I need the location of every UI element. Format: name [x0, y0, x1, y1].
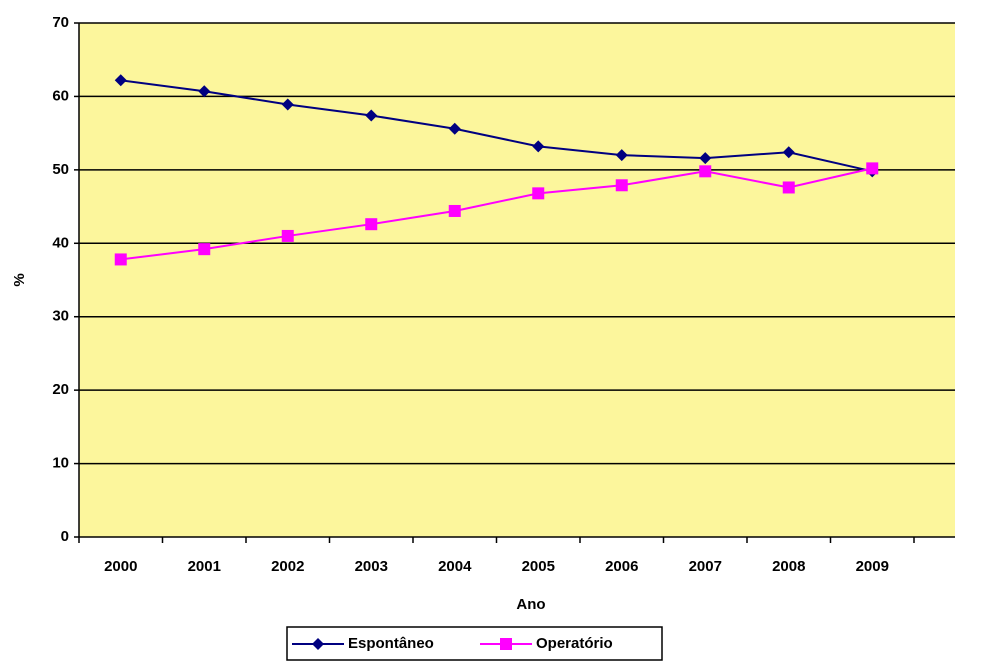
x-tick-label: 2004	[438, 558, 472, 575]
point	[448, 204, 461, 217]
x-tick-label: 2008	[772, 558, 805, 575]
x-tick-label: 2009	[856, 558, 889, 575]
x-axis-title: Ano	[516, 596, 545, 613]
point	[448, 122, 461, 135]
series-line	[120, 79, 873, 173]
point	[782, 146, 795, 159]
point	[615, 149, 628, 162]
x-tick-label: 2003	[355, 558, 388, 575]
y-tick-label: 30	[52, 308, 69, 325]
x-tick-label: 2000	[104, 558, 137, 575]
point	[866, 162, 879, 175]
y-tick-label: 0	[61, 528, 69, 545]
y-tick-label: 20	[52, 381, 69, 398]
y-tick-label: 40	[52, 234, 69, 251]
point	[281, 98, 294, 111]
x-tick-label: 2001	[188, 558, 221, 575]
point	[114, 74, 127, 87]
y-axis-title: %	[11, 273, 28, 286]
point	[500, 638, 512, 650]
legend-label: Operatório	[536, 635, 613, 652]
point	[782, 181, 795, 194]
x-tick-label: 2006	[605, 558, 638, 575]
legend-label: Espontâneo	[348, 635, 434, 652]
plot-area	[79, 23, 955, 537]
x-tick-label: 2007	[689, 558, 722, 575]
point	[198, 85, 211, 98]
point	[699, 152, 712, 165]
y-tick-label: 70	[52, 14, 69, 31]
point	[615, 179, 628, 192]
point	[532, 187, 545, 200]
series-line	[120, 167, 873, 261]
point	[532, 140, 545, 153]
point	[699, 165, 712, 178]
point	[198, 243, 211, 256]
y-tick-label: 50	[52, 161, 69, 178]
point	[365, 109, 378, 122]
point	[312, 638, 324, 650]
x-tick-label: 2002	[271, 558, 304, 575]
point	[281, 229, 294, 242]
point	[114, 253, 127, 266]
x-tick-label: 2005	[522, 558, 555, 575]
y-tick-label: 60	[52, 87, 69, 104]
legend	[286, 626, 663, 661]
y-tick-label: 10	[52, 455, 69, 472]
point	[365, 218, 378, 231]
